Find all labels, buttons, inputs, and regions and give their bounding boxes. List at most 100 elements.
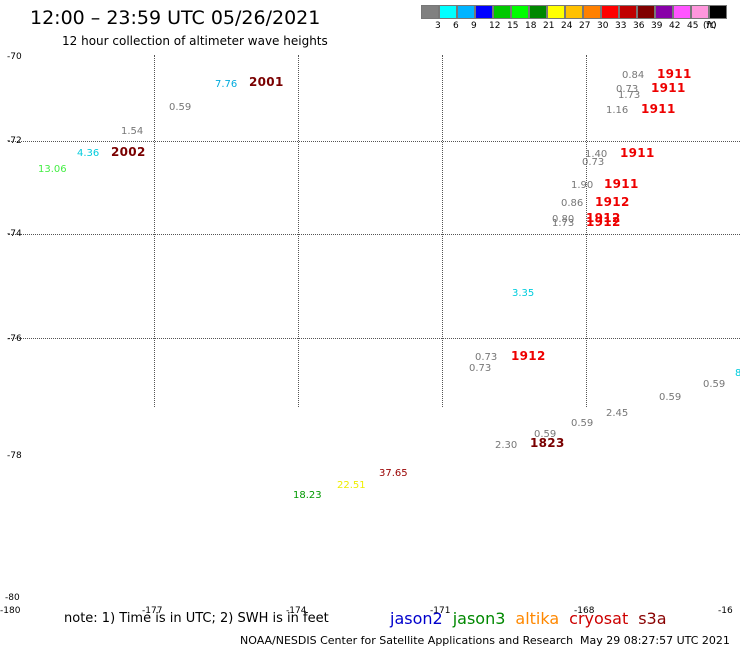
wave-height-value: 2.45 [606, 408, 629, 419]
legend-swatch [439, 5, 457, 19]
legend-swatch [709, 5, 727, 19]
legend-swatch [511, 5, 529, 19]
legend-swatch [475, 5, 493, 19]
latitude-label: -80 [5, 593, 20, 603]
color-legend: 3 6 9 12 15 18 21 24 27 30 33 36 39 42 45 70 (ft) [421, 5, 727, 31]
latitude-label: -78 [7, 451, 22, 461]
footer-note: note: 1) Time is in UTC; 2) SWH is in fe… [64, 611, 329, 626]
time-label: 1911 [641, 102, 676, 116]
wave-height-value: 8 [735, 368, 740, 379]
wave-height-value: 7.76 [215, 79, 238, 90]
legend-label: 15 [507, 21, 519, 31]
legend-swatch [547, 5, 565, 19]
satellite-name: jason3 [452, 609, 506, 628]
satellite-name: jason2 [390, 609, 443, 628]
legend-label: 3 [435, 21, 441, 31]
time-label: 2001 [249, 75, 284, 89]
wave-height-value: 22.51 [337, 480, 366, 491]
latitude-label: -72 [7, 136, 22, 146]
longitude-label: -174 [286, 606, 307, 616]
wave-height-value: 1.90 [571, 180, 594, 191]
wave-height-value: 0.73 [616, 84, 639, 95]
legend-swatch [565, 5, 583, 19]
legend-label: 36 [633, 21, 645, 31]
legend-swatch [619, 5, 637, 19]
wave-height-value: 1.54 [121, 126, 144, 137]
satellite-name: altika [515, 609, 560, 628]
longitude-label: -180 [0, 606, 21, 616]
wave-height-value: 0.73 [475, 352, 498, 363]
legend-label: 30 [597, 21, 609, 31]
wave-height-value: 0.73 [469, 363, 492, 374]
time-label: 1823 [530, 436, 565, 450]
legend-label: 18 [525, 21, 537, 31]
time-label: 1912 [595, 195, 630, 209]
page-subtitle: 12 hour collection of altimeter wave hei… [62, 34, 328, 48]
legend-swatch [601, 5, 619, 19]
grid-meridian [586, 55, 587, 407]
time-label: 1911 [657, 67, 692, 81]
time-label: 2002 [111, 145, 146, 159]
legend-swatch [421, 5, 439, 19]
legend-swatch [457, 5, 475, 19]
legend-swatch [583, 5, 601, 19]
satellite-legend: jason2 jason3 altika cryosat s3a [390, 609, 677, 628]
wave-height-value: 37.65 [379, 468, 408, 479]
longitude-label: -168 [574, 606, 595, 616]
credit-line: NOAA/NESDIS Center for Satellite Applica… [240, 634, 574, 647]
legend-swatch [493, 5, 511, 19]
wave-height-value: 3.35 [512, 288, 535, 299]
legend-label: 27 [579, 21, 591, 31]
latitude-label: -74 [7, 229, 22, 239]
legend-label: 24 [561, 21, 573, 31]
grid-parallel [8, 234, 740, 235]
wave-height-value: 13.06 [38, 164, 67, 175]
wave-height-value: 18.23 [293, 490, 322, 501]
timestamp: May 29 08:27:57 UTC 2021 [580, 634, 730, 647]
wave-height-value: 2.30 [495, 440, 518, 451]
wave-height-value: 0.73 [582, 157, 605, 168]
wave-height-value: 0.59 [571, 418, 594, 429]
wave-height-value: 1.40 [585, 149, 608, 160]
legend-label: 42 [669, 21, 681, 31]
wave-height-value: 0.80 [552, 214, 575, 225]
legend-label: 70 [705, 21, 717, 31]
latitude-label: -70 [7, 52, 22, 62]
legend-swatch [691, 5, 709, 19]
wave-height-value: 0.59 [534, 429, 557, 440]
grid-meridian [154, 55, 155, 407]
legend-swatch [673, 5, 691, 19]
wave-height-value: 1.73 [552, 218, 575, 229]
longitude-label: -177 [142, 606, 163, 616]
time-label: 1911 [620, 146, 655, 160]
wave-height-value: 0.59 [703, 379, 726, 390]
wave-height-value: 0.59 [659, 392, 682, 403]
wave-height-value: 1.73 [618, 90, 641, 101]
legend-label: 39 [651, 21, 663, 31]
time-label: 1912 [586, 215, 621, 229]
legend-label: 21 [543, 21, 555, 31]
time-label: 1912 [511, 349, 546, 363]
legend-swatch [529, 5, 547, 19]
wave-height-value: 1.16 [606, 105, 629, 116]
satellite-name: s3a [638, 609, 667, 628]
wave-height-value: 0.84 [622, 70, 645, 81]
page-title: 12:00 – 23:59 UTC 05/26/2021 [30, 7, 321, 29]
wave-height-value: 0.86 [561, 198, 584, 209]
grid-meridian [298, 55, 299, 407]
longitude-label: -171 [430, 606, 451, 616]
legend-swatch [655, 5, 673, 19]
legend-label: (ft) [703, 21, 717, 31]
legend-swatch [637, 5, 655, 19]
grid-meridian [442, 55, 443, 407]
legend-label: 12 [489, 21, 501, 31]
legend-label: 33 [615, 21, 627, 31]
longitude-label: -16 [718, 606, 733, 616]
wave-height-value: 0.59 [169, 102, 192, 113]
legend-label: 9 [471, 21, 477, 31]
legend-label: 6 [453, 21, 459, 31]
satellite-name: cryosat [569, 609, 629, 628]
latitude-label: -76 [7, 334, 22, 344]
time-label: 1911 [604, 177, 639, 191]
